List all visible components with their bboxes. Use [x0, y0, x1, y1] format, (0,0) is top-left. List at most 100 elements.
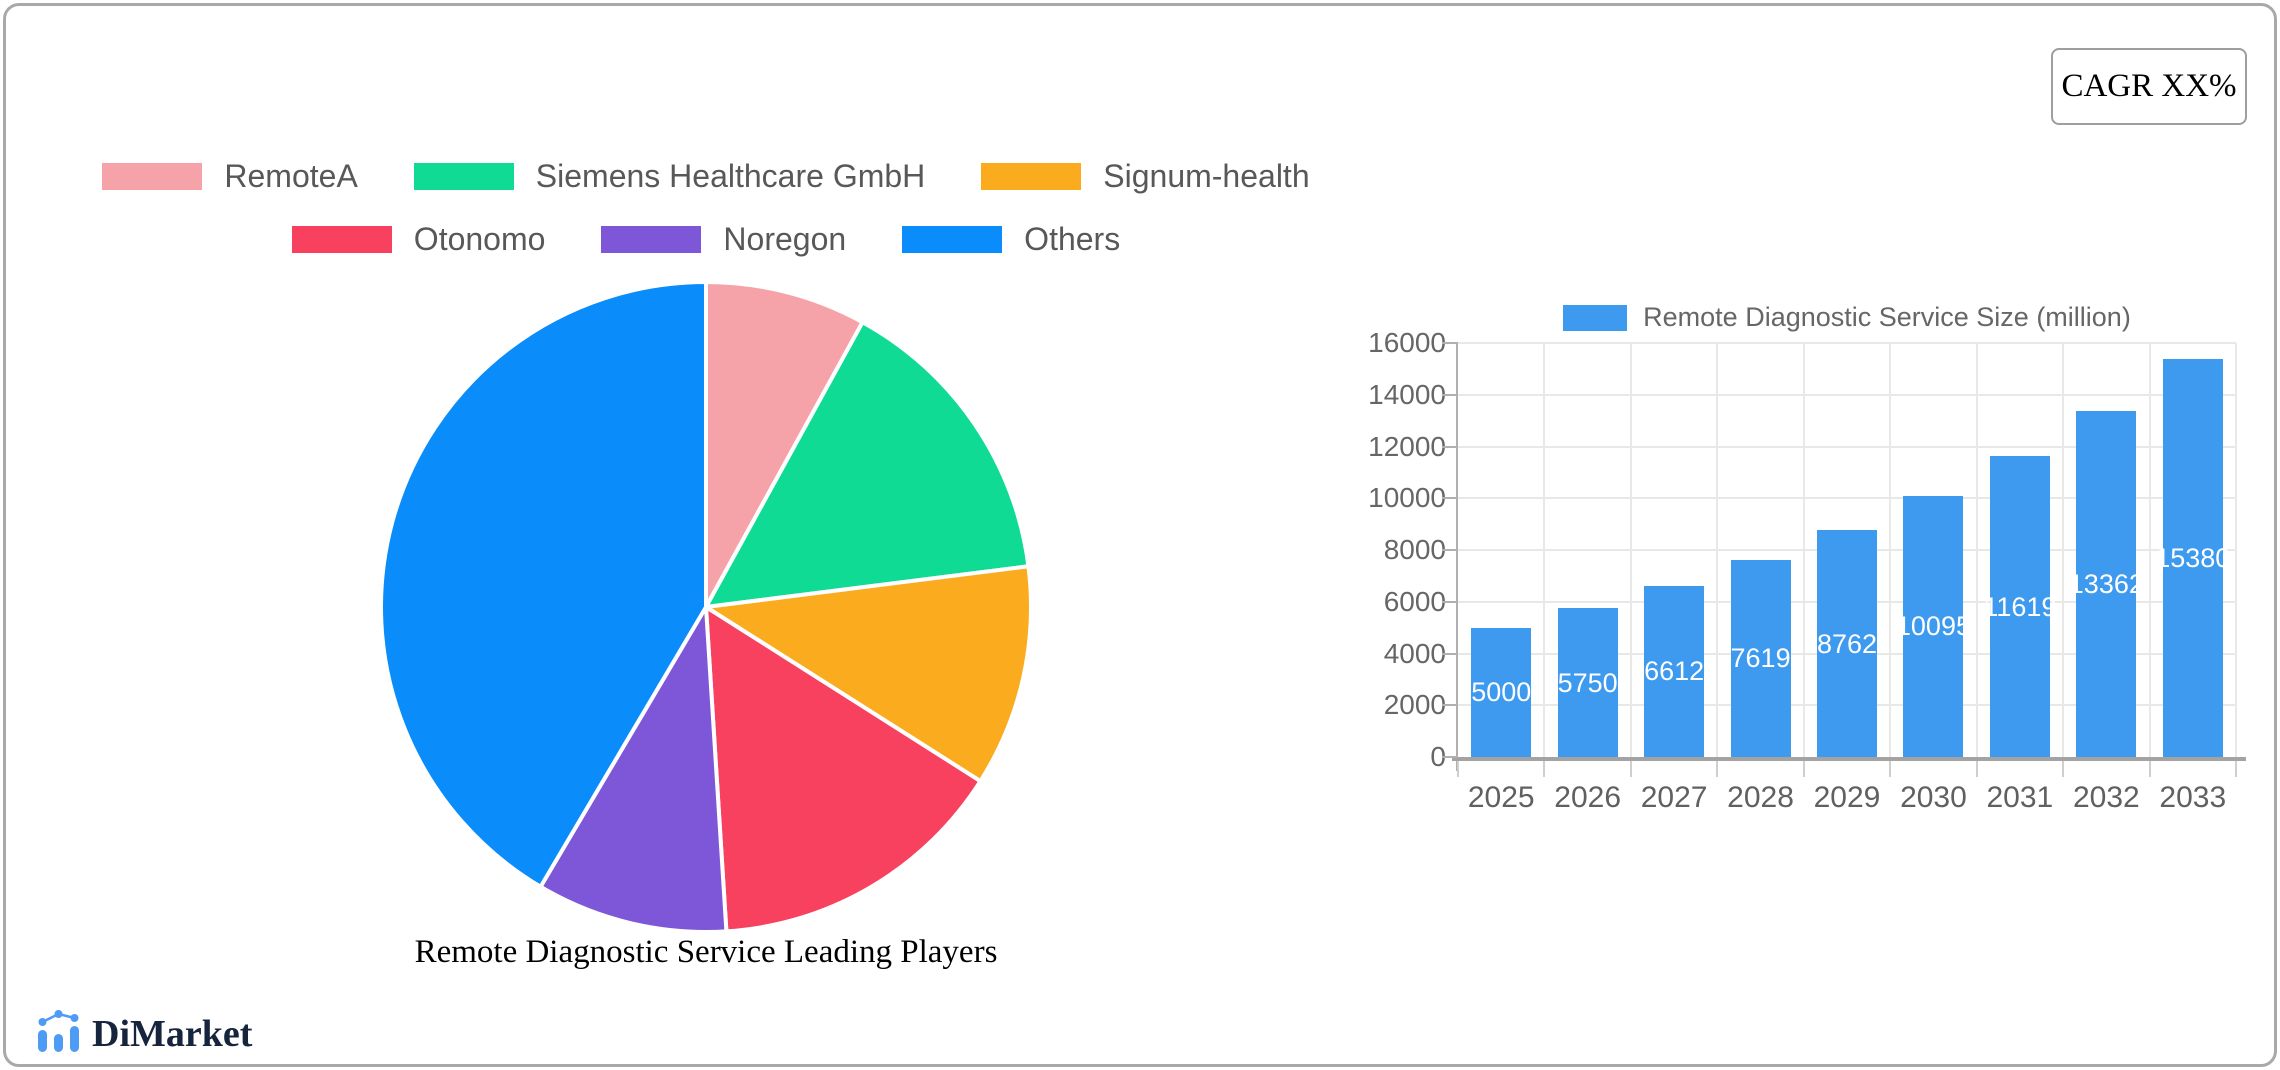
gridline-v [1629, 343, 1632, 757]
x-axis-tick-label: 2032 [2072, 781, 2140, 814]
pie-slice-others [379, 280, 708, 889]
bar-value-label: 13362 [2068, 569, 2144, 600]
bar-legend-label: Remote Diagnostic Service Size (million) [1643, 302, 2131, 332]
x-axis-tick [2235, 761, 2237, 777]
bar-2030: 10095 [1896, 495, 1971, 757]
brand-name: DiMarket [92, 1013, 253, 1055]
y-axis-tick [1442, 704, 1458, 707]
x-axis-tick [1975, 761, 1978, 777]
x-axis-tick-label: 2025 [1467, 781, 1535, 814]
bar-chart-logo-icon [38, 1010, 79, 1052]
bar-value-label: 11619 [1983, 591, 2057, 622]
bar-2028: 7619 [1731, 559, 1791, 757]
gridline-v [2062, 343, 2065, 757]
bar-2031: 11619 [1983, 456, 2056, 757]
x-axis-tick-label: 2028 [1727, 781, 1794, 814]
legend-swatch [601, 226, 702, 253]
x-axis-tick-label: 2031 [1986, 781, 2054, 814]
y-axis-line [1456, 343, 1458, 771]
y-axis-tick-label: 16000 [1368, 327, 1446, 358]
pie-chart [379, 280, 1033, 934]
bar-legend-swatch [1563, 304, 1628, 331]
x-axis-tick-label: 2030 [1900, 781, 1967, 814]
legend-swatch [102, 163, 203, 190]
x-axis-tick-label: 2027 [1640, 781, 1708, 814]
y-axis-tick-label: 4000 [1383, 637, 1446, 669]
x-axis-tick-label: 2026 [1554, 781, 1622, 814]
x-axis-tick [1629, 761, 1632, 777]
pie-legend-row-1: RemoteA Siemens Healthcare GmbH Signum-hea… [102, 158, 1310, 195]
bar-2026: 5750 [1558, 608, 1618, 757]
bar-chart-legend: Remote Diagnostic Service Size (million) [1458, 302, 2236, 333]
report-card: RemoteA Siemens Healthcare GmbH Signum-hea… [3, 3, 2277, 1067]
pie-legend-item: Otonomo [291, 221, 546, 258]
x-axis-tick [2062, 761, 2065, 777]
bar-value-label: 8762 [1816, 628, 1878, 659]
brand-logo: DiMarket [36, 1010, 252, 1054]
gridline-v [1802, 343, 1805, 757]
y-axis-tick [1442, 445, 1458, 448]
bar-value-label: 15380 [2155, 543, 2231, 574]
gridline-v [1975, 343, 1978, 757]
y-axis-tick [1442, 342, 1458, 344]
y-axis-tick-label: 2000 [1383, 689, 1446, 721]
y-axis-tick-label: 6000 [1383, 585, 1446, 617]
y-axis-tick [1442, 393, 1458, 396]
pie-slice-siemens-healthcare-gmbh [704, 320, 1031, 609]
legend-label: Otonomo [413, 221, 546, 257]
bar-2032: 13362 [2069, 411, 2144, 757]
pie-legend: RemoteA Siemens Healthcare GmbH Signum-hea… [6, 158, 1406, 258]
gridline-h [1458, 497, 2236, 500]
y-axis-tick-label: 8000 [1383, 534, 1446, 565]
gridline-v [1889, 343, 1892, 757]
pie-legend-item: Others [902, 221, 1120, 258]
pie-legend-item: Signum-health [981, 158, 1310, 195]
pie-slice-signum-health [704, 564, 1033, 784]
x-axis-tick [1802, 761, 1805, 777]
gridline-v [2235, 343, 2237, 757]
legend-swatch [413, 163, 514, 190]
pie-legend-item: RemoteA [102, 158, 358, 195]
pie-legend-row-2: Otonomo Noregon Others [291, 221, 1120, 258]
x-axis-tick [2148, 761, 2151, 777]
bar-value-label: 10095 [1895, 611, 1971, 642]
bar-chart-plot: 5000 5750 6612 7619 8762 10095 11619 13362 15380 [1458, 342, 2237, 757]
pie-legend-item: Noregon [601, 221, 846, 258]
bar-2025: 5000 [1471, 627, 1532, 757]
legend-swatch [291, 226, 392, 253]
x-axis-tick [1457, 761, 1459, 777]
legend-label: RemoteA [224, 158, 358, 194]
cagr-badge: CAGR XX% [2051, 48, 2247, 125]
y-axis-tick [1442, 652, 1458, 655]
gridline-v [2148, 343, 2151, 757]
bar-2027: 6612 [1644, 585, 1705, 757]
pie-slice-remotea [704, 280, 865, 609]
y-axis-tick [1442, 756, 1458, 758]
gridline-h [1458, 445, 2236, 448]
bar-value-label: 5000 [1471, 677, 1532, 708]
x-axis-tick-label: 2033 [2159, 781, 2227, 814]
bar-value-label: 6612 [1644, 656, 1705, 687]
legend-swatch [981, 163, 1082, 190]
pie-slice-noregon [538, 605, 729, 934]
y-axis-tick-label: 10000 [1368, 482, 1446, 514]
x-axis-tick [1889, 761, 1892, 777]
x-axis-tick-label: 2029 [1813, 781, 1881, 814]
y-axis-tick [1442, 497, 1458, 500]
y-axis-tick-label: 12000 [1368, 430, 1446, 462]
pie-legend-item: Siemens Healthcare GmbH [413, 158, 925, 195]
legend-swatch [902, 226, 1003, 253]
pie-slice-otonomo [704, 605, 983, 934]
bar-2029: 8762 [1817, 530, 1877, 757]
gridline-v [1543, 343, 1546, 757]
bar-2033: 15380 [2155, 359, 2230, 757]
y-axis-tick [1442, 549, 1458, 551]
pie-title: Remote Diagnostic Service Leading Player… [414, 934, 998, 970]
legend-label: Noregon [723, 221, 847, 257]
gridline-h [1458, 393, 2236, 396]
gridline-h [1458, 342, 2236, 344]
y-axis-tick-label: 0 [1430, 741, 1446, 772]
legend-label: Signum-health [1103, 158, 1310, 194]
gridline-v [1716, 343, 1719, 757]
x-axis-tick [1543, 761, 1546, 777]
